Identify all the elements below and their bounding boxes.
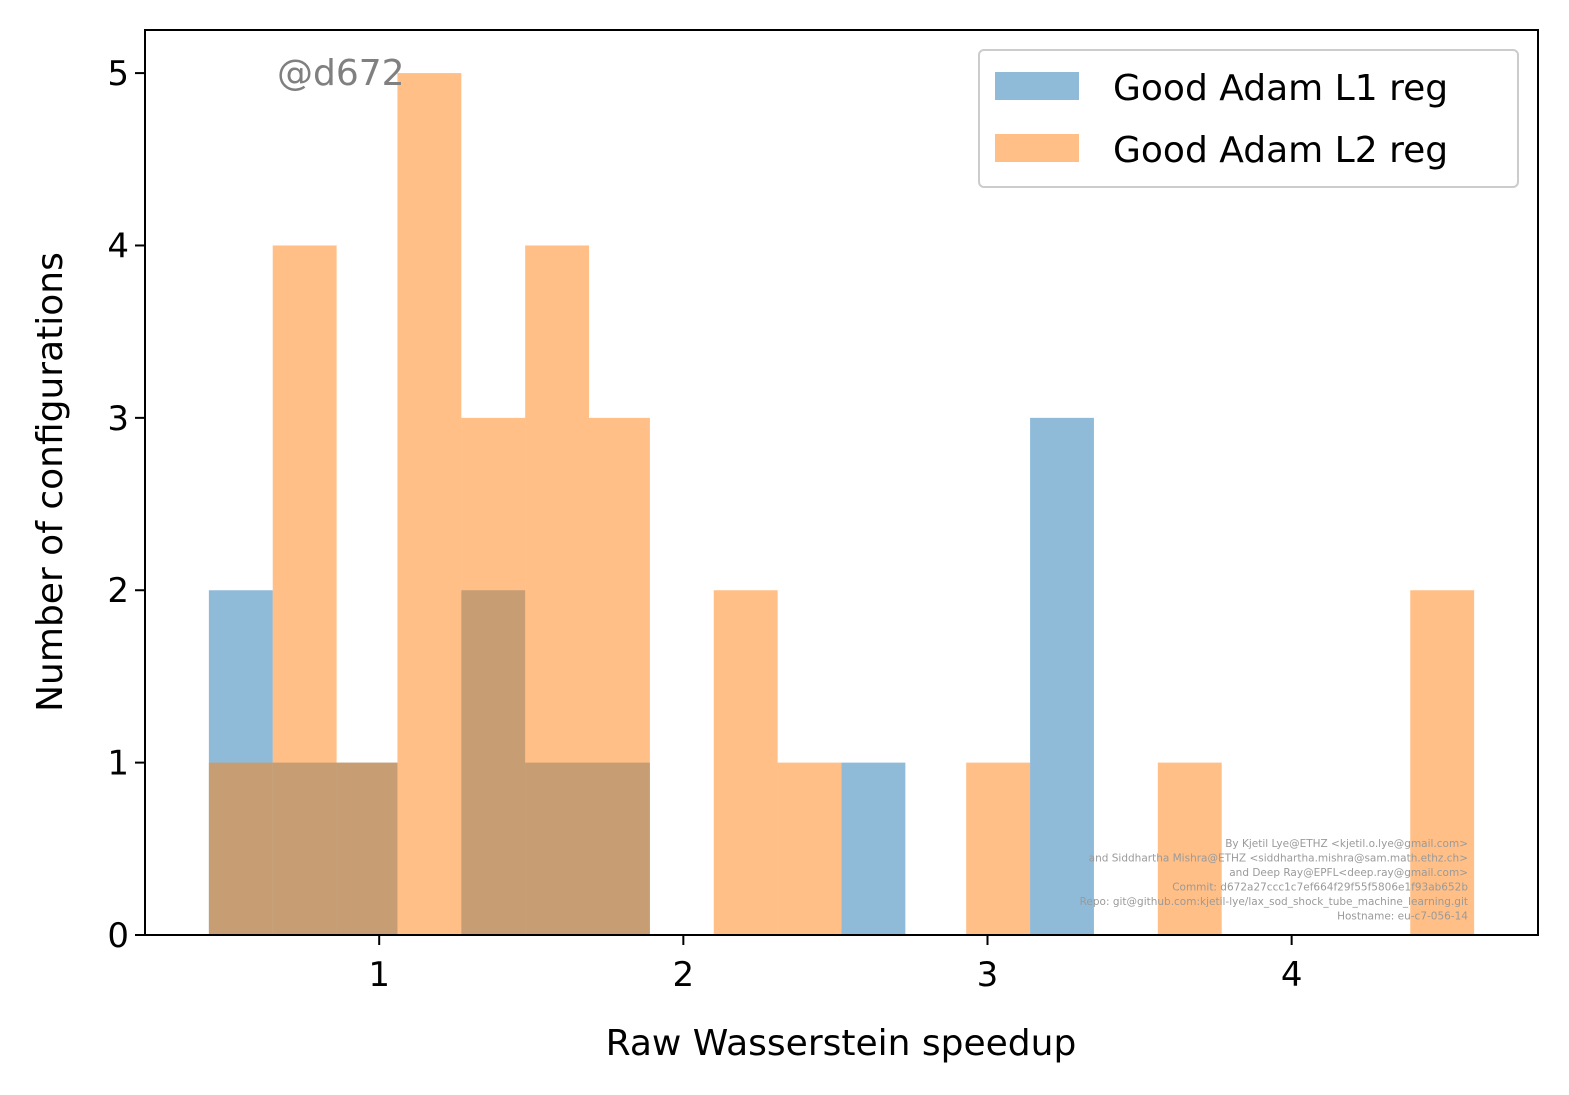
x-tick-label: 2 (673, 955, 695, 995)
x-tick-label: 1 (368, 955, 390, 995)
bar-series2-bin-10 (966, 762, 1031, 935)
legend-label-l2: Good Adam L2 reg (1113, 130, 1448, 171)
bar-series2-bin-5 (461, 417, 526, 935)
credit-line: Hostname: eu-c7-056-14 (1337, 911, 1468, 923)
bar-series2-bin-7 (589, 417, 650, 935)
legend: Good Adam L1 reg Good Adam L2 reg (978, 49, 1519, 188)
y-tick-label: 0 (107, 916, 129, 956)
bar-series2-bin-3 (336, 762, 398, 935)
bar-series1-bin-7 (841, 762, 906, 935)
legend-box (978, 49, 1519, 188)
bar-series2-bin-2 (272, 245, 337, 935)
y-axis-title: Number of configurations (30, 252, 71, 712)
credit-line: and Deep Ray@EPFL<deep.ray@gmail.com> (1229, 867, 1468, 879)
bar-series2-bin-9 (777, 762, 842, 935)
bars-layer (208, 73, 1475, 936)
credit-line: By Kjetil Lye@ETHZ <kjetil.o.lye@gmail.c… (1225, 838, 1468, 850)
credit-line: and Siddhartha Mishra@ETHZ <siddhartha.m… (1089, 853, 1468, 865)
y-axis: 0 1 2 3 4 5 (107, 54, 145, 956)
x-axis-title: Raw Wasserstein speedup (606, 1023, 1077, 1064)
watermark-text: @d672 (277, 53, 405, 94)
credits-block: By Kjetil Lye@ETHZ <kjetil.o.lye@gmail.c… (1080, 838, 1469, 923)
legend-swatch-l1 (995, 72, 1079, 100)
bar-series2-bin-1 (208, 762, 273, 935)
bar-series2-bin-11 (1157, 762, 1222, 935)
bar-series2-bin-8 (713, 590, 778, 935)
x-axis: 1 2 3 4 (368, 935, 1302, 995)
y-tick-label: 3 (107, 399, 129, 439)
bar-series1-bin-8 (1030, 417, 1094, 935)
y-tick-label: 2 (107, 571, 129, 611)
credit-line: Repo: git@github.com:kjetil-lye/lax_sod_… (1080, 896, 1468, 908)
legend-swatch-l2 (995, 134, 1079, 162)
bar-series2-bin-12 (1410, 590, 1475, 935)
credit-line: Commit: d672a27ccc1c7ef664f29f55f5806e1f… (1172, 882, 1468, 894)
bar-series2-bin-4 (397, 73, 462, 936)
legend-label-l1: Good Adam L1 reg (1113, 68, 1448, 109)
bar-series2-bin-6 (525, 245, 590, 935)
x-tick-label: 3 (977, 955, 999, 995)
y-tick-label: 4 (107, 226, 129, 266)
x-tick-label: 4 (1281, 955, 1303, 995)
y-tick-label: 5 (107, 54, 129, 94)
y-tick-label: 1 (107, 744, 129, 784)
plot-frame (144, 29, 1539, 936)
